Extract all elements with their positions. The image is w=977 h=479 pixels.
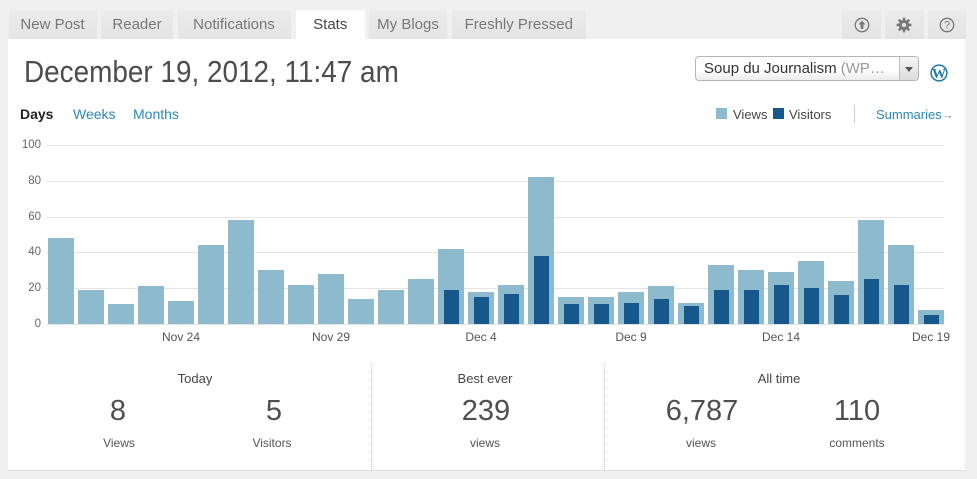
svg-text:?: ? [943, 19, 949, 31]
svg-text:W: W [932, 66, 946, 81]
